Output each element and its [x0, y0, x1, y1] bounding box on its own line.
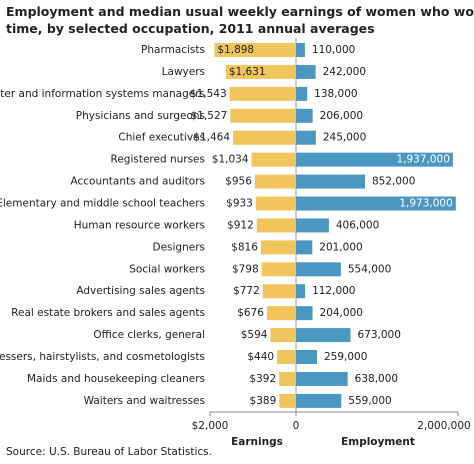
category-label: Designers [153, 241, 206, 253]
earnings-label: $389 [250, 395, 277, 407]
earnings-bar [251, 152, 296, 167]
earnings-bar [261, 262, 296, 277]
category-label: Pharmacists [141, 44, 205, 56]
employment-bar [296, 262, 341, 277]
category-label: Office clerks, general [93, 329, 205, 341]
earnings-label: $1,464 [193, 132, 230, 144]
earnings-label: $392 [249, 373, 276, 385]
employment-label: 638,000 [355, 373, 398, 385]
earnings-label: $1,527 [191, 110, 228, 122]
source-note: Source: U.S. Bureau of Labor Statistics. [6, 446, 212, 458]
employment-bar [296, 64, 316, 79]
earnings-label: $440 [247, 351, 274, 363]
x2-tick-label: 2,000,000 [417, 420, 470, 432]
employment-label: 201,000 [319, 241, 362, 253]
earnings-bar [214, 43, 296, 57]
earnings-bar [256, 218, 296, 233]
category-label: Registered nurses [111, 154, 206, 166]
earnings-label: $676 [237, 307, 264, 319]
category-label: Maids and housekeeping cleaners [27, 373, 205, 385]
category-label: Accountants and auditors [70, 176, 205, 188]
earnings-label: $1,631 [229, 66, 266, 78]
employment-bar [296, 306, 313, 321]
earnings-label: $816 [231, 241, 258, 253]
employment-bar [296, 284, 306, 299]
earnings-bar [279, 371, 296, 386]
employment-bar [296, 43, 305, 57]
earnings-bar [233, 130, 296, 145]
employment-label: 242,000 [323, 66, 366, 78]
employment-bar [296, 196, 456, 211]
earnings-label: $594 [241, 329, 268, 341]
category-label: Advertising sales agents [76, 285, 205, 297]
x-tick-label: 0 [293, 420, 300, 432]
earnings-bar [277, 350, 296, 365]
earnings-bar [254, 174, 296, 189]
category-label: Hairdressers, hairstylists, and cosmetol… [0, 351, 205, 363]
earnings-label: $933 [226, 198, 253, 210]
x-tick-label: $2,000 [192, 420, 229, 432]
employment-label: 110,000 [312, 44, 355, 56]
employment-label: 673,000 [358, 329, 401, 341]
earnings-bar [230, 108, 296, 123]
axis-title: Employment [341, 436, 415, 448]
employment-bar [296, 86, 308, 101]
category-label: Waiters and waitresses [84, 395, 205, 407]
employment-bar [296, 218, 329, 233]
employment-bar [296, 130, 316, 145]
category-label: Human resource workers [74, 219, 205, 231]
category-label: Chief executives [118, 132, 205, 144]
category-label: Real estate brokers and sales agents [11, 307, 205, 319]
employment-label: 559,000 [348, 395, 391, 407]
employment-label: 406,000 [336, 219, 379, 231]
employment-label: 204,000 [320, 307, 363, 319]
earnings-label: $956 [225, 176, 252, 188]
earnings-label: $1,034 [212, 154, 249, 166]
earnings-bar [229, 86, 296, 101]
earnings-bar [266, 306, 296, 321]
category-label: Elementary and middle school teachers [0, 198, 205, 210]
earnings-bar [270, 328, 296, 343]
employment-label: 1,937,000 [396, 154, 449, 166]
employment-label: 259,000 [324, 351, 367, 363]
employment-bar [296, 152, 453, 167]
category-label: Social workers [129, 263, 205, 275]
employment-bar [296, 174, 366, 189]
earnings-label: $1,898 [217, 44, 254, 56]
employment-bar [296, 240, 313, 255]
employment-label: 1,973,000 [399, 198, 452, 210]
earnings-bar [262, 284, 296, 299]
axis-title: Earnings [231, 436, 283, 448]
employment-label: 245,000 [323, 132, 366, 144]
chart-title: Employment and median usual weekly earni… [6, 4, 474, 36]
employment-label: 112,000 [312, 285, 355, 297]
category-label: Computer and information systems manager… [0, 88, 205, 100]
employment-bar [296, 393, 342, 408]
employment-label: 554,000 [348, 263, 391, 275]
earnings-label: $912 [227, 219, 254, 231]
earnings-label: $798 [232, 263, 259, 275]
employment-label: 206,000 [320, 110, 363, 122]
category-label: Physicians and surgeons [76, 110, 205, 122]
employment-bar [296, 350, 317, 365]
earnings-bar [279, 393, 296, 408]
earnings-label: $772 [233, 285, 260, 297]
earnings-bar [260, 240, 296, 255]
employment-bar [296, 328, 351, 343]
employment-bar [296, 108, 313, 123]
earnings-bar [225, 64, 296, 79]
earnings-label: $1,543 [190, 88, 227, 100]
employment-label: 852,000 [372, 176, 415, 188]
employment-bar [296, 371, 348, 386]
employment-label: 138,000 [314, 88, 357, 100]
earnings-bar [255, 196, 296, 211]
category-label: Lawyers [162, 66, 205, 78]
